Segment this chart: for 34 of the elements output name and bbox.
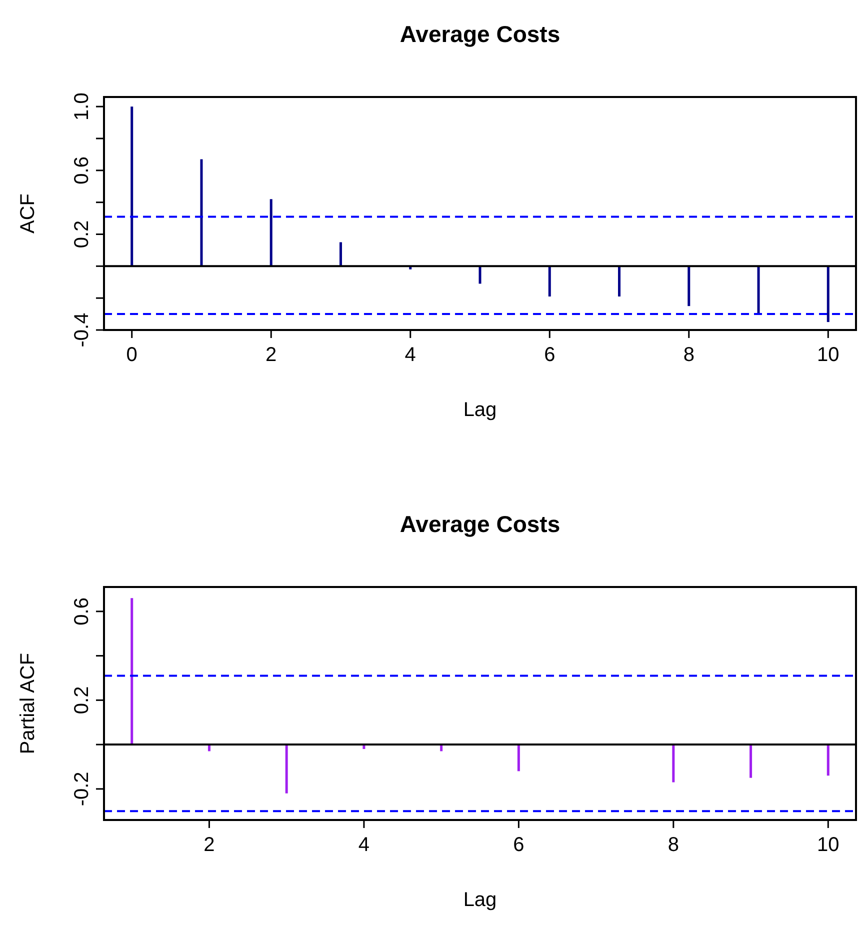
y-axis-title: Partial ACF (17, 652, 39, 754)
bar (130, 106, 134, 266)
y-tick-label: 0.6 (71, 598, 93, 626)
bar (826, 266, 830, 322)
y-tick-label: 0.2 (71, 220, 93, 248)
y-tick-label: -0.4 (71, 312, 93, 348)
x-tick-label: 8 (683, 344, 694, 366)
x-tick-label: 0 (126, 344, 138, 366)
y-tick-label: 0.6 (71, 156, 93, 184)
bar (618, 266, 621, 296)
bar (270, 199, 272, 266)
y-tick-label: 1.0 (71, 92, 93, 120)
x-tick-label: 2 (204, 834, 215, 856)
bar (478, 266, 482, 284)
x-axis-title: Lag (463, 399, 497, 421)
x-tick-label: 4 (404, 344, 416, 366)
chart-title: Average Costs (400, 511, 560, 537)
x-tick-label: 6 (544, 344, 556, 366)
bar (548, 266, 551, 296)
y-tick-label: 0.2 (71, 686, 93, 714)
bar (688, 266, 690, 306)
bar (200, 159, 203, 266)
x-tick-label: 10 (817, 834, 840, 856)
bar (339, 242, 342, 266)
x-axis-title: Lag (463, 889, 497, 911)
chart-title: Average Costs (400, 21, 560, 47)
x-tick-label: 10 (817, 344, 840, 366)
bar (757, 266, 760, 314)
x-tick-label: 8 (668, 834, 679, 856)
x-tick-label: 6 (513, 834, 524, 856)
x-tick-label: 4 (358, 834, 370, 856)
x-tick-label: 2 (266, 344, 277, 366)
y-tick-label: -0.2 (71, 772, 93, 806)
y-axis-title: ACF (17, 194, 39, 234)
